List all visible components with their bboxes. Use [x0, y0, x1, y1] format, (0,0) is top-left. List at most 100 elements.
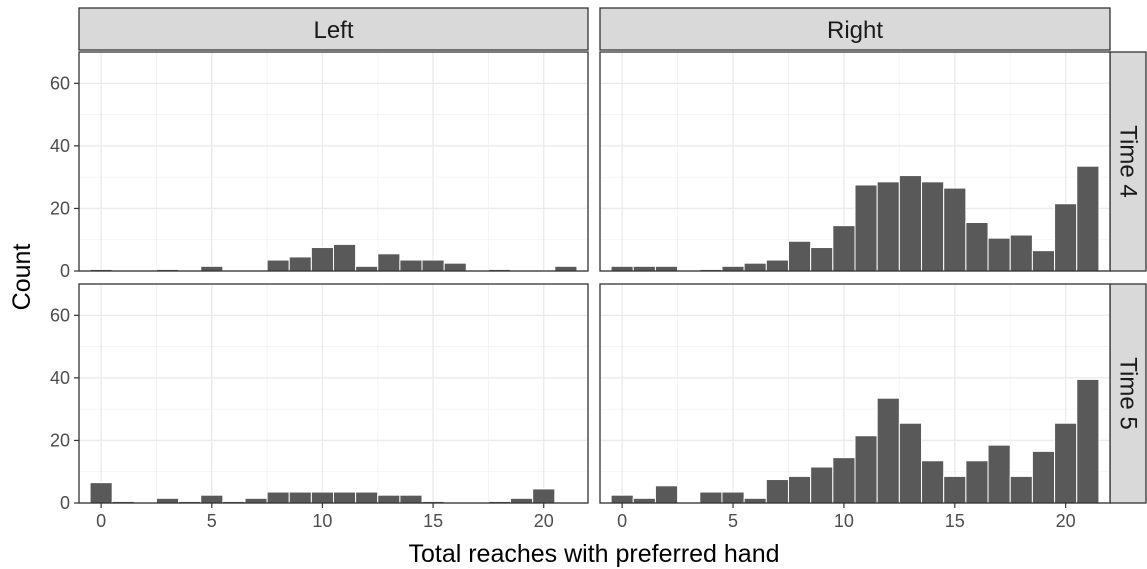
y-tick-label: 0	[60, 493, 70, 513]
histogram-bar	[310, 247, 335, 272]
panel-background	[79, 284, 588, 503]
histogram-bar	[632, 265, 656, 272]
histogram-bar	[876, 397, 900, 504]
histogram-bar	[921, 181, 945, 272]
histogram-bar	[1009, 234, 1033, 272]
panel-border	[599, 283, 1111, 504]
panel-right-time-5	[599, 283, 1111, 504]
histogram-bar	[654, 265, 679, 272]
axes: 0 20 40 60 0 20 40 60 0 5 10 15 20 0 5 10 15 20	[50, 73, 1076, 531]
histogram-bar	[765, 479, 789, 504]
y-tick-label: 20	[50, 430, 70, 450]
histogram-bar	[832, 457, 856, 504]
histogram-bar	[943, 187, 967, 272]
x-tick-label: 15	[423, 511, 443, 531]
panel-border	[599, 51, 1111, 272]
y-tick-label: 0	[60, 261, 70, 281]
histogram-bar	[377, 494, 401, 504]
panel-border	[78, 283, 589, 504]
histogram-bar	[200, 494, 224, 504]
histogram-bar	[310, 491, 335, 504]
x-tick-label: 0	[617, 511, 627, 531]
strip-background	[1109, 51, 1147, 272]
histogram-bar	[1031, 450, 1056, 504]
histogram-bar	[421, 259, 445, 272]
row-strip-time-5: Time 5	[1109, 283, 1147, 504]
histogram-bar	[921, 460, 945, 504]
x-tick-label: 0	[96, 511, 106, 531]
strip-label-right: Right	[827, 17, 883, 44]
histogram-bar	[987, 237, 1011, 272]
column-strip-left: Left	[78, 7, 589, 51]
histogram-bar	[288, 256, 312, 272]
histogram-bar	[699, 491, 723, 504]
histogram-bar	[832, 225, 856, 272]
histogram-bar	[965, 460, 989, 504]
histogram-bar	[399, 494, 423, 504]
histogram-bar	[377, 253, 401, 272]
panel-left-time-5	[78, 283, 589, 504]
histogram-bar	[743, 262, 767, 272]
x-tick-label: 20	[534, 511, 554, 531]
histogram-bar	[721, 265, 745, 272]
histogram-bar	[399, 259, 423, 272]
strip-background	[599, 7, 1111, 51]
histogram-bar	[810, 466, 834, 504]
histogram-bar	[898, 422, 923, 504]
histogram-bar	[333, 491, 357, 504]
histogram-bar	[89, 482, 113, 504]
histogram-bar	[965, 222, 989, 272]
row-strip-time-4: Time 4	[1109, 51, 1147, 272]
strip-background	[1109, 283, 1147, 504]
histogram-bar	[244, 497, 268, 504]
histogram-bar	[787, 240, 812, 272]
x-axis-title: Total reaches with preferred hand	[408, 540, 779, 568]
histogram-bar	[510, 497, 534, 504]
y-tick-label: 20	[50, 198, 70, 218]
histogram-bar	[876, 181, 900, 272]
histogram-bar	[854, 184, 878, 272]
x-tick-label: 10	[834, 511, 854, 531]
x-tick-label: 20	[1056, 511, 1076, 531]
strip-background	[78, 7, 589, 51]
y-tick-label: 60	[50, 73, 70, 93]
panels	[78, 51, 1111, 504]
x-tick-label: 15	[945, 511, 965, 531]
histogram-bar	[854, 435, 878, 504]
histogram-bar	[355, 491, 379, 504]
x-tick-label: 5	[728, 511, 738, 531]
histogram-bar	[355, 265, 379, 272]
histogram-bar	[1054, 422, 1078, 504]
histogram-bar	[610, 265, 634, 272]
histogram-bar	[654, 485, 679, 504]
histogram-bar	[1054, 203, 1078, 272]
y-tick-label: 40	[50, 368, 70, 388]
histogram-bar	[987, 444, 1011, 504]
histogram-bar	[787, 475, 812, 504]
histogram-bar	[1076, 165, 1100, 272]
histogram-bar	[721, 491, 745, 504]
x-tick-label: 10	[312, 511, 332, 531]
histogram-bar	[532, 488, 556, 504]
strip-label-time-5: Time 5	[1115, 357, 1142, 429]
y-axis-title: Count	[8, 244, 36, 311]
histogram-bar	[898, 175, 923, 272]
histogram-bar	[765, 259, 789, 272]
histogram-bar	[288, 491, 312, 504]
histogram-bar	[632, 497, 656, 504]
column-strip-right: Right	[599, 7, 1111, 51]
panel-right-time-4	[599, 51, 1111, 272]
y-tick-label: 40	[50, 136, 70, 156]
histogram-bar	[200, 265, 224, 272]
histogram-bar	[810, 247, 834, 272]
histogram-bar	[610, 494, 634, 504]
x-tick-label: 5	[207, 511, 217, 531]
strip-label-time-4: Time 4	[1115, 125, 1142, 197]
histogram-bar	[743, 497, 767, 504]
strip-label-left: Left	[313, 17, 353, 44]
y-tick-label: 60	[50, 305, 70, 325]
histogram-bar	[443, 262, 467, 272]
panel-background	[79, 52, 588, 271]
histogram-bar	[266, 259, 290, 272]
